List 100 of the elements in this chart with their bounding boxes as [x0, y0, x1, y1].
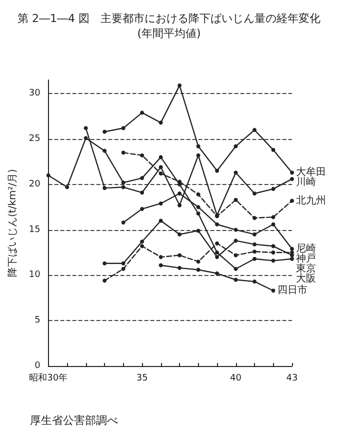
point — [140, 176, 144, 180]
point — [121, 150, 126, 155]
point — [178, 232, 182, 236]
series-label: 四日市 — [277, 284, 308, 296]
point — [158, 263, 163, 268]
point — [121, 261, 126, 266]
point — [252, 191, 257, 196]
point — [65, 185, 70, 190]
point — [215, 222, 220, 226]
series-label: 川崎 — [296, 176, 316, 188]
point — [46, 173, 50, 178]
point — [215, 168, 220, 173]
point — [178, 253, 182, 258]
point — [196, 153, 200, 158]
point — [252, 216, 257, 220]
point — [252, 250, 257, 254]
point — [158, 201, 163, 206]
series-label: 北九州 — [296, 194, 326, 206]
point — [140, 240, 144, 244]
point — [271, 186, 276, 191]
x-tick-label: 昭和30年 — [29, 372, 68, 384]
point — [140, 244, 144, 248]
point — [196, 260, 200, 264]
point — [234, 170, 238, 175]
point — [102, 186, 107, 190]
text: 厚生省公害部調べ — [30, 414, 118, 427]
point — [271, 288, 276, 293]
point — [140, 206, 144, 211]
series-label: 尼崎 — [296, 242, 316, 254]
point — [215, 255, 220, 260]
x-tick-label: 43 — [286, 374, 298, 384]
point — [290, 256, 294, 261]
series-label: 神戸 — [296, 252, 316, 264]
x-tick-label: 40 — [230, 374, 242, 384]
point — [290, 198, 294, 203]
point — [271, 258, 276, 263]
point — [290, 170, 294, 175]
point — [158, 120, 163, 125]
point — [196, 205, 200, 210]
point — [102, 278, 107, 283]
point — [102, 261, 107, 266]
point — [178, 83, 182, 88]
point — [102, 148, 107, 153]
point — [234, 278, 238, 282]
point — [215, 271, 220, 276]
point — [234, 198, 238, 202]
point — [196, 268, 200, 272]
point — [271, 244, 276, 248]
series-label: 大阪 — [296, 272, 316, 284]
point — [102, 130, 107, 134]
y-tick-label: 30 — [28, 88, 41, 99]
point — [140, 190, 144, 195]
y-tick-label: 0 — [34, 361, 41, 371]
point — [158, 255, 163, 260]
point — [140, 153, 144, 158]
point — [252, 232, 257, 236]
y-tick-label: 20 — [28, 179, 41, 190]
point — [252, 280, 257, 284]
point — [84, 136, 88, 140]
series-label: 東京 — [296, 262, 316, 274]
point — [290, 246, 294, 251]
chart-subtitle: (年間平均値) — [137, 27, 201, 40]
point — [158, 218, 163, 223]
point — [158, 165, 163, 170]
point — [178, 203, 182, 208]
point — [271, 215, 276, 220]
chart-title: 第 2―1―4 図 主要都市における降下ばいじん量の経年変化 — [18, 12, 320, 25]
point — [140, 110, 144, 115]
point — [196, 192, 200, 196]
point — [121, 185, 126, 190]
point — [196, 211, 200, 216]
point — [196, 228, 200, 233]
point — [271, 148, 276, 152]
point — [196, 144, 200, 148]
point — [271, 222, 276, 226]
point — [84, 126, 88, 130]
point — [252, 256, 257, 261]
point — [158, 172, 163, 176]
point — [178, 191, 182, 196]
y-tick-label: 15 — [28, 224, 40, 235]
point — [215, 250, 220, 255]
y-tick-label: 5 — [34, 316, 40, 326]
point — [121, 126, 126, 130]
point — [234, 228, 238, 232]
point — [158, 155, 163, 160]
point — [234, 238, 238, 243]
point — [252, 242, 257, 246]
point — [271, 250, 276, 255]
point — [121, 180, 126, 185]
point — [252, 128, 257, 132]
point — [234, 144, 238, 148]
point — [121, 266, 126, 271]
y-axis-title: 降下ばいじん(t/km²/月) — [6, 168, 18, 278]
y-tick-label: 25 — [28, 134, 40, 144]
y-tick-label: 10 — [28, 270, 41, 280]
x-tick-label: 35 — [136, 374, 148, 384]
point — [178, 266, 182, 270]
point — [290, 176, 294, 181]
point — [215, 241, 220, 246]
point — [121, 220, 126, 225]
